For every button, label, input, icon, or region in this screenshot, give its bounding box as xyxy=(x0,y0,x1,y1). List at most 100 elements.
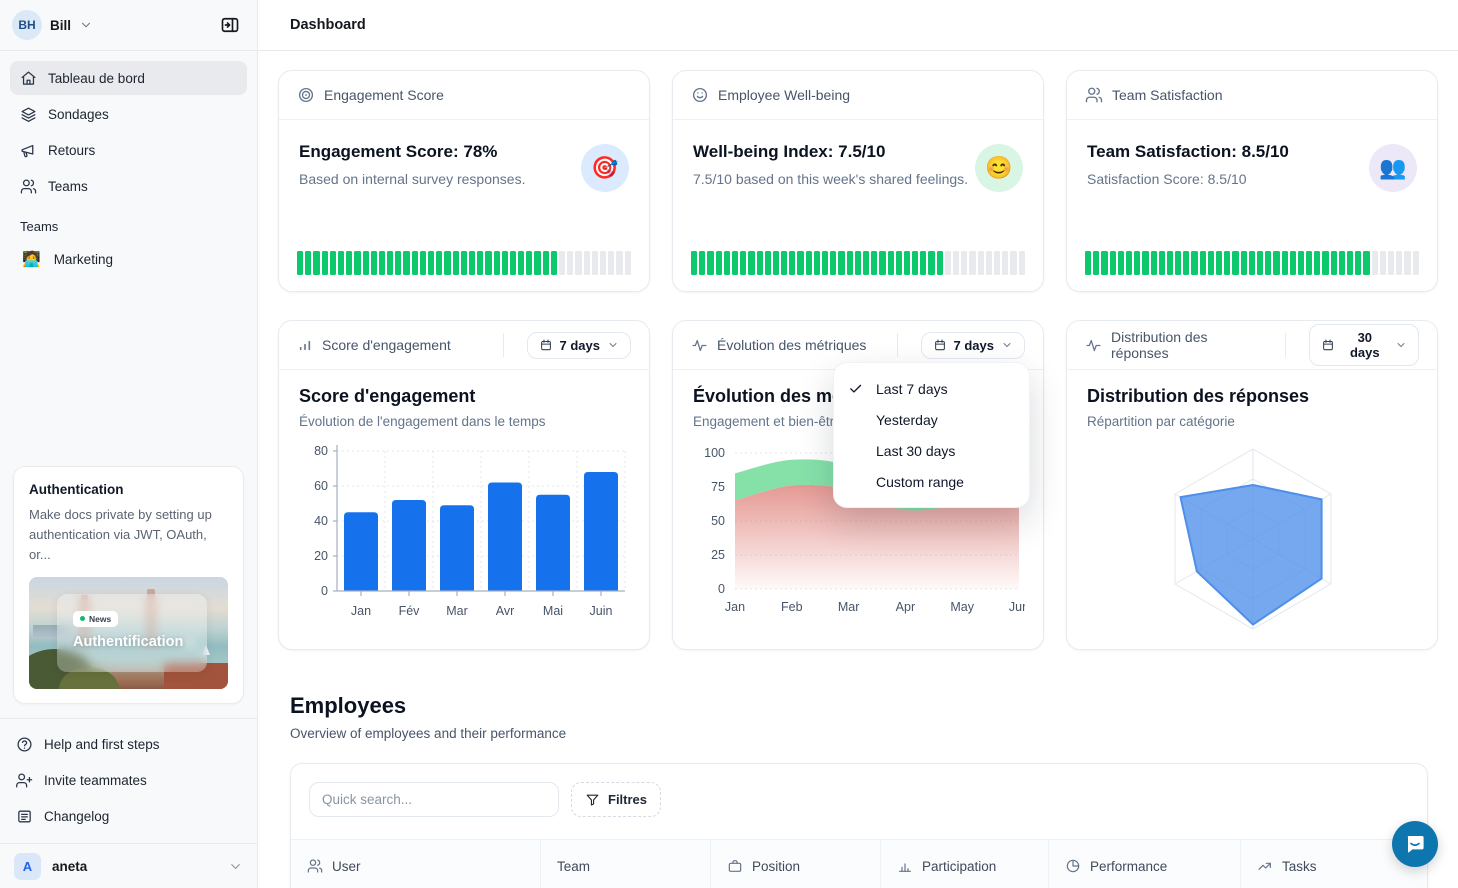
stat-subtitle: Based on internal survey responses. xyxy=(299,171,526,187)
chart-card-header: Évolution des métriques xyxy=(717,337,867,353)
date-range-label: 7 days xyxy=(953,337,994,353)
promo-image[interactable]: News Authentification xyxy=(29,577,228,689)
team-emoji-icon: 🧑‍💻 xyxy=(22,251,41,268)
page-title: Dashboard xyxy=(290,17,366,33)
column-header-performance[interactable]: Performance xyxy=(1049,840,1241,888)
home-icon xyxy=(21,70,36,85)
search-input[interactable] xyxy=(309,782,559,817)
sidebar-item-help[interactable]: Help and first steps xyxy=(6,727,251,761)
divider xyxy=(1284,333,1286,357)
briefcase-icon xyxy=(728,860,742,872)
chevron-down-icon xyxy=(1397,343,1405,347)
sidebar-item-teams[interactable]: Teams xyxy=(10,169,247,203)
svg-text:Feb: Feb xyxy=(781,600,803,614)
svg-text:Juin: Juin xyxy=(590,604,613,618)
user-plus-icon xyxy=(16,772,33,788)
users-icon xyxy=(20,178,37,194)
divider xyxy=(0,843,257,844)
table-header-row: User Team Position Participation xyxy=(291,839,1427,888)
users-icon xyxy=(307,859,323,873)
activity-icon xyxy=(1086,339,1101,351)
chart-subtitle: Répartition par catégorie xyxy=(1087,414,1235,429)
menu-item-last-30-days[interactable]: Last 30 days xyxy=(876,442,956,459)
calendar-icon xyxy=(1322,339,1333,351)
stat-emoji-badge: 👥 xyxy=(1369,144,1417,192)
svg-text:25: 25 xyxy=(711,548,725,562)
sidebar-item-marketing[interactable]: 🧑‍💻 Marketing xyxy=(0,242,257,276)
bar-chart-icon xyxy=(899,863,911,872)
date-range-button[interactable]: 7 days xyxy=(526,331,631,359)
stat-emoji-badge: 🎯 xyxy=(581,144,629,192)
employees-table-card: Filtres User Team Position xyxy=(290,763,1428,888)
divider xyxy=(0,50,257,51)
news-dot-icon xyxy=(80,616,85,621)
topbar: Dashboard xyxy=(258,0,1458,51)
sidebar-item-sondages[interactable]: Sondages xyxy=(10,97,247,131)
promo-body: Make docs private by setting up authenti… xyxy=(29,506,212,562)
stat-card-satisfaction: Team Satisfaction Team Satisfaction: 8.5… xyxy=(1066,70,1438,292)
collapse-sidebar-button[interactable] xyxy=(215,10,245,40)
svg-text:50: 50 xyxy=(711,514,725,528)
activity-icon xyxy=(692,339,707,351)
stat-title: Engagement Score: 78% xyxy=(299,142,498,161)
stat-title: Team Satisfaction: 8.5/10 xyxy=(1087,142,1289,161)
calendar-icon xyxy=(934,339,945,351)
menu-item-yesterday[interactable]: Yesterday xyxy=(876,411,938,428)
sidebar-item-changelog[interactable]: Changelog xyxy=(6,799,251,833)
svg-text:100: 100 xyxy=(704,446,725,460)
svg-text:40: 40 xyxy=(314,514,328,528)
workspace-switcher[interactable]: A aneta xyxy=(0,844,257,888)
chevron-down-icon xyxy=(231,863,240,869)
stat-card-engagement: Engagement Score Engagement Score: 78% B… xyxy=(278,70,650,292)
sidebar-item-tableau-de-bord[interactable]: Tableau de bord xyxy=(10,61,247,95)
chat-launcher-button[interactable] xyxy=(1392,821,1438,867)
column-header-participation[interactable]: Participation xyxy=(881,840,1049,888)
date-range-dropdown-menu: Last 7 days Yesterday Last 30 days Custo… xyxy=(833,362,1030,508)
chart-card-header: Distribution des réponses xyxy=(1111,329,1208,361)
column-header-tasks[interactable]: Tasks xyxy=(1241,840,1427,888)
svg-text:May: May xyxy=(950,600,974,614)
svg-text:Mai: Mai xyxy=(543,604,563,618)
svg-text:60: 60 xyxy=(314,479,328,493)
date-range-button[interactable]: 30 days xyxy=(1308,324,1419,366)
employees-section: Employees Overview of employees and thei… xyxy=(290,693,1428,888)
chevron-down-icon xyxy=(81,22,91,28)
menu-item-last-7-days[interactable]: Last 7 days xyxy=(840,373,1023,404)
sidebar-nav: Tableau de bord Sondages Retours Teams xyxy=(0,51,257,205)
chart-card-response-distribution: Distribution des réponses 30 days Distri… xyxy=(1066,320,1438,650)
team-item-label: Marketing xyxy=(53,251,113,267)
smile-emoji-icon: 😊 xyxy=(985,155,1013,180)
target-emoji-icon: 🎯 xyxy=(591,155,619,180)
employees-title: Employees xyxy=(290,693,407,718)
footer-item-label: Invite teammates xyxy=(44,772,147,788)
distribution-radar-chart xyxy=(1174,448,1332,630)
sidebar-user-name[interactable]: Bill xyxy=(50,17,72,33)
sidebar: BH Bill Tableau de bord Sondages Retours… xyxy=(0,0,258,888)
filters-button[interactable]: Filtres xyxy=(571,782,662,817)
column-header-user[interactable]: User xyxy=(291,840,541,888)
sidebar-section-teams: Teams xyxy=(20,219,59,234)
chart-subtitle: Évolution de l'engagement dans le temps xyxy=(299,414,546,429)
sidebar-item-invite[interactable]: Invite teammates xyxy=(6,763,251,797)
date-range-label: 30 days xyxy=(1349,330,1380,360)
footer-item-label: Changelog xyxy=(44,808,110,824)
svg-text:Avr: Avr xyxy=(496,604,515,618)
check-icon xyxy=(850,384,862,393)
date-range-button[interactable]: 7 days xyxy=(920,331,1025,359)
column-header-team[interactable]: Team xyxy=(541,840,711,888)
workspace-name: aneta xyxy=(52,858,88,874)
stat-card-header: Team Satisfaction xyxy=(1112,87,1223,103)
svg-text:0: 0 xyxy=(718,582,725,596)
column-header-position[interactable]: Position xyxy=(711,840,881,888)
menu-item-custom-range[interactable]: Custom range xyxy=(876,473,964,490)
newspaper-icon xyxy=(18,810,31,822)
chart-title: Distribution des réponses xyxy=(1087,386,1310,406)
svg-text:Fév: Fév xyxy=(399,604,421,618)
chevron-down-icon xyxy=(609,343,617,347)
svg-text:Jun: Jun xyxy=(1009,600,1025,614)
avatar[interactable]: BH xyxy=(12,10,42,40)
promo-card-authentication[interactable]: Authentication Make docs private by sett… xyxy=(13,465,244,704)
stat-card-header: Engagement Score xyxy=(324,87,444,103)
svg-text:Mar: Mar xyxy=(838,600,860,614)
sidebar-item-retours[interactable]: Retours xyxy=(10,133,247,167)
